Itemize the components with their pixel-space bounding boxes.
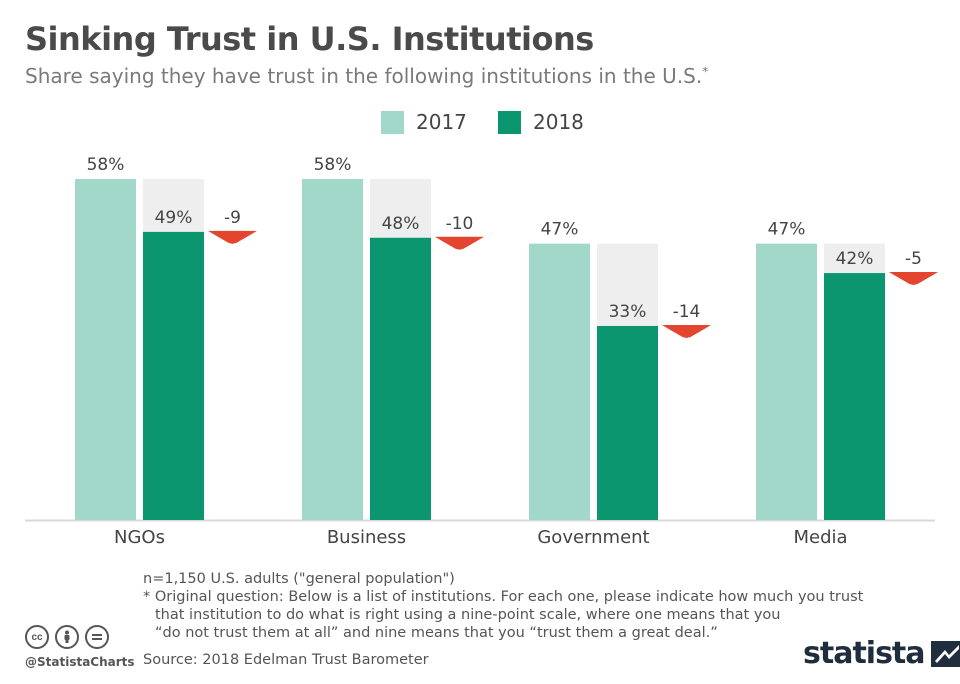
- legend-label-2018: 2018: [533, 110, 584, 134]
- bar-2017-business: [302, 178, 363, 520]
- legend-swatch-2017: [381, 110, 404, 134]
- footnote-question-line-1: * Original question: Below is a list of …: [143, 589, 864, 605]
- change-label-media: -5: [905, 249, 922, 269]
- bar-2017-government: [529, 243, 590, 520]
- bar-2018-ngos: [143, 231, 204, 520]
- bar-2018-business: [370, 237, 431, 520]
- license-icons: cc: [25, 625, 109, 649]
- legend-label-2017: 2017: [416, 110, 467, 134]
- statista-logo-mark-icon: [930, 640, 960, 667]
- legend-item-2017: 2017: [381, 110, 467, 134]
- twitter-handle: @StatistaCharts: [25, 655, 135, 669]
- bar-2018-government: [597, 325, 658, 520]
- bar-2017-media: [756, 243, 817, 520]
- category-label-media: Media: [793, 527, 847, 548]
- cc-icon: cc: [25, 625, 49, 649]
- value-label-2018-ngos: 49%: [155, 208, 193, 228]
- change-arrow-media: [889, 272, 938, 286]
- change-label-business: -10: [446, 214, 474, 234]
- value-label-2018-media: 42%: [836, 249, 874, 269]
- bar-gap-government: [597, 243, 658, 326]
- change-label-government: -14: [673, 302, 701, 322]
- change-arrow-government: [662, 324, 711, 338]
- footnote: n=1,150 U.S. adults ("general population…: [143, 570, 903, 642]
- value-label-2017-media: 47%: [768, 220, 806, 240]
- value-label-2018-government: 33%: [609, 302, 647, 322]
- nd-equals-icon: [85, 625, 109, 649]
- change-arrow-ngos: [208, 230, 257, 244]
- bar-gap-business: [370, 178, 431, 238]
- value-label-2017-business: 58%: [314, 155, 352, 175]
- legend-item-2018: 2018: [498, 110, 584, 134]
- bar-chart: 58% 49% -9 NGOs 58% 48% -10 Business 47% 33% -14 Go…: [25, 155, 938, 548]
- value-label-2017-government: 47%: [541, 220, 579, 240]
- value-label-2017-ngos: 58%: [87, 155, 125, 175]
- value-label-2018-business: 48%: [382, 214, 420, 234]
- bar-gap-media: [824, 243, 885, 274]
- by-person-icon: [55, 625, 79, 649]
- footnote-question-line-3: “do not trust them at all” and nine mean…: [155, 625, 718, 641]
- change-label-ngos: -9: [224, 208, 241, 228]
- category-label-business: Business: [327, 527, 406, 548]
- category-label-ngos: NGOs: [114, 527, 165, 548]
- legend-swatch-2018: [498, 110, 521, 134]
- bar-2018-media: [824, 273, 885, 520]
- source-note: Source: 2018 Edelman Trust Barometer: [143, 652, 429, 668]
- category-label-government: Government: [537, 527, 649, 548]
- change-arrow-business: [435, 236, 484, 250]
- footnote-question-line-2: that institution to do what is right usi…: [155, 607, 781, 623]
- subtitle-footnote-marker: *: [702, 64, 709, 79]
- statista-logo: statista: [803, 636, 960, 671]
- chart-subtitle: Share saying they have trust in the foll…: [25, 64, 708, 88]
- statista-logo-text: statista: [803, 636, 926, 671]
- bar-gap-ngos: [143, 178, 204, 232]
- legend: 2017 2018: [0, 110, 960, 136]
- chart-subtitle-text: Share saying they have trust in the foll…: [25, 64, 703, 88]
- bar-2017-ngos: [75, 178, 136, 520]
- chart-title: Sinking Trust in U.S. Institutions: [25, 20, 594, 58]
- footnote-sample-size: n=1,150 U.S. adults ("general population…: [143, 571, 455, 587]
